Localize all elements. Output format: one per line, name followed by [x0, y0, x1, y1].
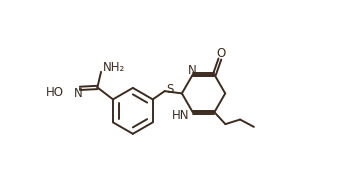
Text: HO: HO — [46, 86, 64, 99]
Text: S: S — [166, 83, 174, 96]
Text: HN: HN — [172, 109, 189, 122]
Text: NH₂: NH₂ — [103, 61, 125, 74]
Text: O: O — [216, 47, 225, 60]
Text: N: N — [188, 65, 196, 78]
Text: N: N — [74, 87, 83, 100]
